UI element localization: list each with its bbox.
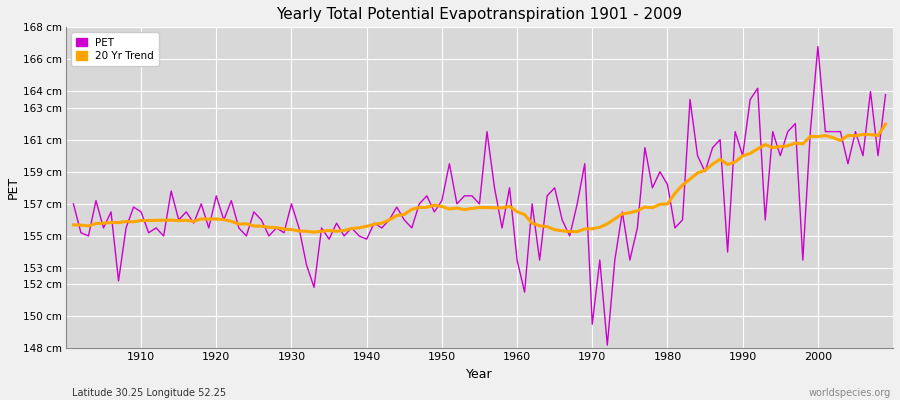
- Legend: PET, 20 Yr Trend: PET, 20 Yr Trend: [71, 32, 159, 66]
- Title: Yearly Total Potential Evapotranspiration 1901 - 2009: Yearly Total Potential Evapotranspiratio…: [276, 7, 682, 22]
- Text: Latitude 30.25 Longitude 52.25: Latitude 30.25 Longitude 52.25: [72, 388, 226, 398]
- Text: worldspecies.org: worldspecies.org: [809, 388, 891, 398]
- Y-axis label: PET: PET: [7, 176, 20, 199]
- X-axis label: Year: Year: [466, 368, 493, 381]
